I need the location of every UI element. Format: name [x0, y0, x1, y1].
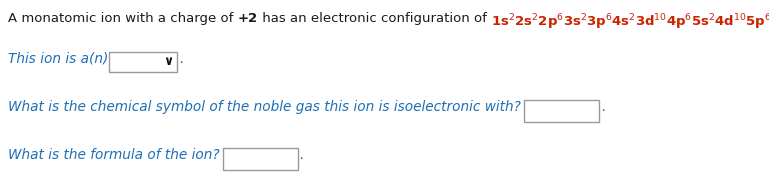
- Text: What is the chemical symbol of the noble gas this ion is isoelectronic with?: What is the chemical symbol of the noble…: [8, 100, 521, 114]
- Bar: [109, 52, 178, 72]
- Text: What is the formula of the ion?: What is the formula of the ion?: [8, 148, 220, 162]
- Text: This ion is a(n): This ion is a(n): [8, 52, 108, 66]
- Text: .: .: [601, 100, 605, 114]
- Text: has an electronic configuration of: has an electronic configuration of: [258, 12, 491, 25]
- Bar: [222, 148, 298, 170]
- Text: +2: +2: [238, 12, 258, 25]
- Text: .: .: [300, 148, 304, 162]
- Text: .: .: [179, 52, 184, 66]
- Bar: [524, 100, 599, 122]
- Text: ∨: ∨: [163, 55, 174, 68]
- Text: A monatomic ion with a charge of: A monatomic ion with a charge of: [8, 12, 238, 25]
- Text: 1s$^2$2s$^2$2p$^6$3s$^2$3p$^6$4s$^2$3d$^{10}$4p$^6$5s$^2$4d$^{10}$5p$^6$.: 1s$^2$2s$^2$2p$^6$3s$^2$3p$^6$4s$^2$3d$^…: [491, 12, 769, 32]
